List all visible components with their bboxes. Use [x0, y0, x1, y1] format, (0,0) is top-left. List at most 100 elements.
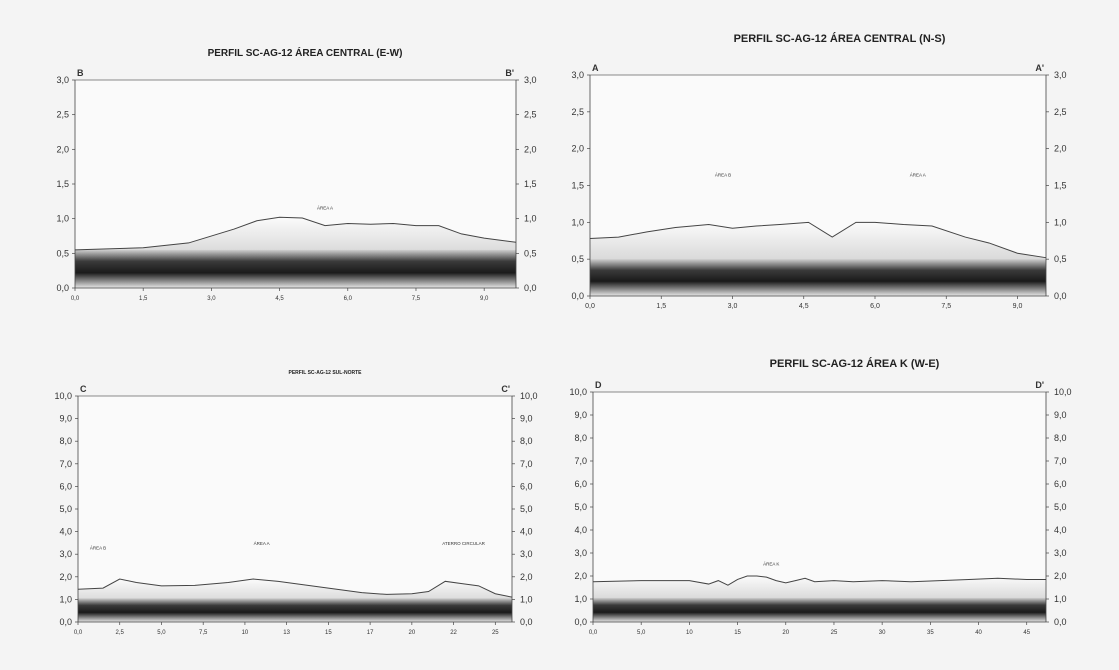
- x-tick-label: 4,5: [799, 303, 809, 310]
- y-tick-label: 5,0: [59, 504, 72, 514]
- profile-chart-ns: 0,0 0,0 0,5 0,5 1,0 1,0 1,5 1,5 2,0 2,0 2,5 2,5 3,0 3…: [571, 63, 1067, 310]
- profile-chart-area-k: 0,0 0,01,0 1,02,0 2,03,0 3,04,0 4,05,0 5,06,0 6…: [569, 380, 1071, 636]
- annotation-label: ÁREA K: [763, 561, 779, 567]
- corner-label-right: B': [505, 68, 514, 78]
- y-tick-label-right: 1,5: [1054, 181, 1067, 191]
- chart-title: PERFIL SC-AG-12 SUL-NORTE: [288, 370, 362, 376]
- y-tick-label-right: 5,0: [1054, 502, 1067, 512]
- y-tick-label: 2,0: [571, 144, 584, 154]
- y-tick-label-right: 1,5: [524, 179, 537, 189]
- x-tick-label: 17: [367, 630, 374, 636]
- x-tick-label: 1,5: [656, 303, 666, 310]
- y-tick-label: 4,0: [59, 527, 72, 537]
- y-tick-label-right: 4,0: [1054, 525, 1067, 535]
- x-tick-label: 6,0: [870, 303, 880, 310]
- y-tick-label-right: 9,0: [1054, 410, 1067, 420]
- y-tick-label-right: 9,0: [520, 414, 533, 424]
- x-tick-label: 6,0: [344, 296, 353, 302]
- y-tick-label-right: 0,0: [1054, 291, 1067, 301]
- y-tick-label-right: 7,0: [1054, 456, 1067, 466]
- x-tick-label: 9,0: [1013, 303, 1023, 310]
- y-tick-label: 1,0: [59, 594, 72, 604]
- x-tick-label: 0,0: [585, 303, 595, 310]
- base-band: [593, 597, 1046, 622]
- y-tick-label-right: 5,0: [520, 504, 533, 514]
- x-tick-label: 45: [1023, 630, 1030, 636]
- y-tick-label: 0,0: [59, 617, 72, 627]
- corner-label-right: A': [1035, 63, 1044, 73]
- y-tick-label: 7,0: [59, 459, 72, 469]
- x-tick-label: 13: [283, 630, 290, 636]
- x-tick-label: 30: [879, 630, 886, 636]
- x-tick-label: 7,5: [412, 296, 421, 302]
- y-tick-label-right: 6,0: [1054, 479, 1067, 489]
- x-tick-label: 22: [450, 630, 457, 636]
- x-tick-label: 7,5: [941, 303, 951, 310]
- y-tick-label-right: 8,0: [520, 436, 533, 446]
- y-tick-label: 2,0: [574, 571, 587, 581]
- y-tick-label: 2,0: [56, 144, 69, 154]
- profile-chart-sul-norte: 0,0 0,01,0 1,02,0 2,03,0 3,04,0 4,05,0 5,06,0 6…: [54, 384, 537, 636]
- x-tick-label: 5,0: [157, 630, 166, 636]
- corner-label-right: D': [1035, 380, 1044, 390]
- corner-label-left: C: [80, 384, 87, 394]
- chart-panel-sul-norte: PERFIL SC-AG-12 SUL-NORTE 0,0 0,0 1,0 1,0 2,…: [0, 330, 560, 665]
- y-tick-label-right: 2,0: [1054, 144, 1067, 154]
- y-tick-label-right: 1,0: [1054, 217, 1067, 227]
- corner-label-left: D: [595, 380, 602, 390]
- y-tick-label: 2,5: [56, 110, 69, 120]
- y-tick-label-right: 2,5: [1054, 107, 1067, 117]
- x-tick-label: 0,0: [589, 630, 598, 636]
- x-tick-label: 1,5: [139, 296, 148, 302]
- annotation-label: ÁREA A: [910, 172, 926, 178]
- y-tick-label-right: 2,5: [524, 110, 537, 120]
- y-tick-label: 3,0: [56, 75, 69, 85]
- y-tick-label: 2,5: [571, 107, 584, 117]
- y-tick-label: 3,0: [59, 549, 72, 559]
- x-tick-label: 0,0: [74, 630, 83, 636]
- x-tick-label: 10: [242, 630, 249, 636]
- base-band: [590, 259, 1046, 296]
- y-tick-label: 8,0: [59, 436, 72, 446]
- y-tick-label: 0,0: [56, 283, 69, 293]
- x-tick-label: 3,0: [728, 303, 738, 310]
- annotation-label: ÁREA B: [90, 545, 106, 551]
- x-tick-label: 2,5: [116, 630, 125, 636]
- y-tick-label: 1,0: [571, 217, 584, 227]
- annotation-label: ÁREA A: [254, 540, 270, 546]
- y-tick-label-right: 2,0: [1054, 571, 1067, 581]
- y-tick-label: 8,0: [574, 433, 587, 443]
- chart-title: PERFIL SC-AG-12 ÁREA CENTRAL (N-S): [733, 33, 946, 45]
- base-band: [75, 249, 516, 288]
- x-tick-label: 25: [831, 630, 838, 636]
- y-tick-label: 0,5: [571, 254, 584, 264]
- y-tick-label: 1,0: [574, 594, 587, 604]
- y-tick-label: 9,0: [59, 414, 72, 424]
- y-tick-label: 5,0: [574, 502, 587, 512]
- x-tick-label: 15: [734, 630, 741, 636]
- corner-label-left: A: [592, 63, 599, 73]
- y-tick-label: 1,5: [571, 181, 584, 191]
- y-tick-label: 6,0: [59, 481, 72, 491]
- y-tick-label: 10,0: [54, 391, 72, 401]
- corner-label-right: C': [501, 384, 510, 394]
- x-tick-label: 4,5: [275, 296, 284, 302]
- y-tick-label: 2,0: [59, 572, 72, 582]
- y-tick-label-right: 0,5: [524, 248, 537, 258]
- chart-title: PERFIL SC-AG-12 ÁREA K (W-E): [769, 358, 940, 370]
- base-band: [78, 598, 512, 622]
- profile-line: [74, 216, 517, 251]
- y-tick-label-right: 0,5: [1054, 254, 1067, 264]
- y-tick-label: 9,0: [574, 410, 587, 420]
- y-tick-label-right: 1,0: [520, 594, 533, 604]
- annotation-label: ÁREA A: [317, 205, 333, 211]
- y-tick-label: 3,0: [574, 548, 587, 558]
- y-tick-label-right: 3,0: [524, 75, 537, 85]
- y-tick-label: 3,0: [571, 70, 584, 80]
- x-tick-label: 7,5: [199, 630, 208, 636]
- x-tick-label: 5,0: [637, 630, 646, 636]
- x-tick-label: 20: [409, 630, 416, 636]
- x-tick-label: 40: [975, 630, 982, 636]
- y-tick-label-right: 2,0: [520, 572, 533, 582]
- y-tick-label-right: 3,0: [520, 549, 533, 559]
